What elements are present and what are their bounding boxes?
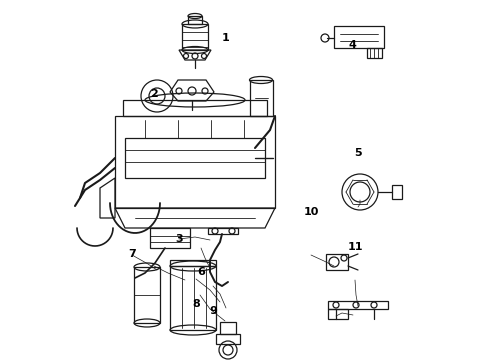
Text: 10: 10 (303, 207, 319, 217)
Text: 7: 7 (128, 249, 136, 259)
Text: 3: 3 (175, 234, 183, 244)
Text: 2: 2 (150, 89, 158, 99)
Text: 4: 4 (349, 40, 357, 50)
Text: 11: 11 (347, 242, 363, 252)
Text: 9: 9 (209, 306, 217, 316)
Text: 1: 1 (221, 33, 229, 43)
Text: 5: 5 (354, 148, 362, 158)
Text: 6: 6 (197, 267, 205, 277)
Text: 8: 8 (192, 299, 200, 309)
